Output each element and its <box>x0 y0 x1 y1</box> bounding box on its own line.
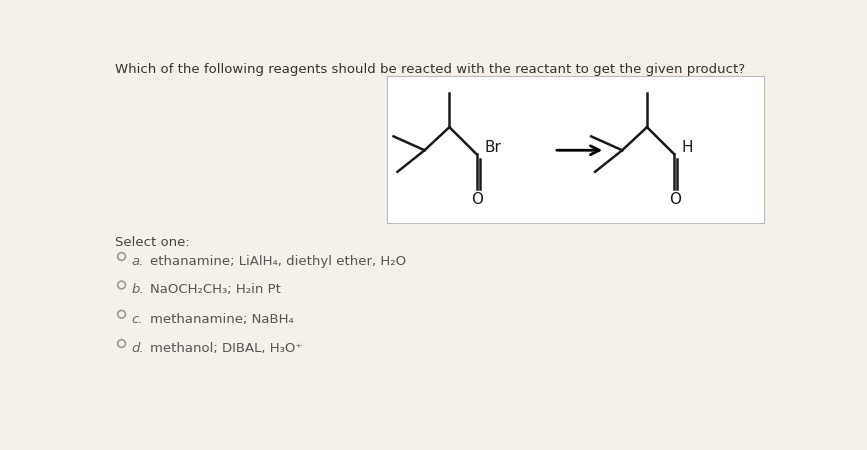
Text: H: H <box>681 140 694 155</box>
Text: O: O <box>472 192 483 207</box>
Text: NaOCH₂CH₃; H₂in Pt: NaOCH₂CH₃; H₂in Pt <box>150 284 281 297</box>
Text: Select one:: Select one: <box>114 237 189 249</box>
Text: O: O <box>669 192 681 207</box>
FancyBboxPatch shape <box>388 76 764 223</box>
Text: Br: Br <box>485 140 501 155</box>
Text: methanol; DIBAL, H₃O⁺: methanol; DIBAL, H₃O⁺ <box>150 342 303 355</box>
Text: a.: a. <box>132 255 144 268</box>
Text: c.: c. <box>132 313 143 326</box>
Text: methanamine; NaBH₄: methanamine; NaBH₄ <box>150 313 294 326</box>
Text: d.: d. <box>132 342 144 355</box>
Text: Which of the following reagents should be reacted with the reactant to get the g: Which of the following reagents should b… <box>114 63 745 76</box>
Text: b.: b. <box>132 284 144 297</box>
Text: ethanamine; LiAlH₄, diethyl ether, H₂O: ethanamine; LiAlH₄, diethyl ether, H₂O <box>150 255 407 268</box>
